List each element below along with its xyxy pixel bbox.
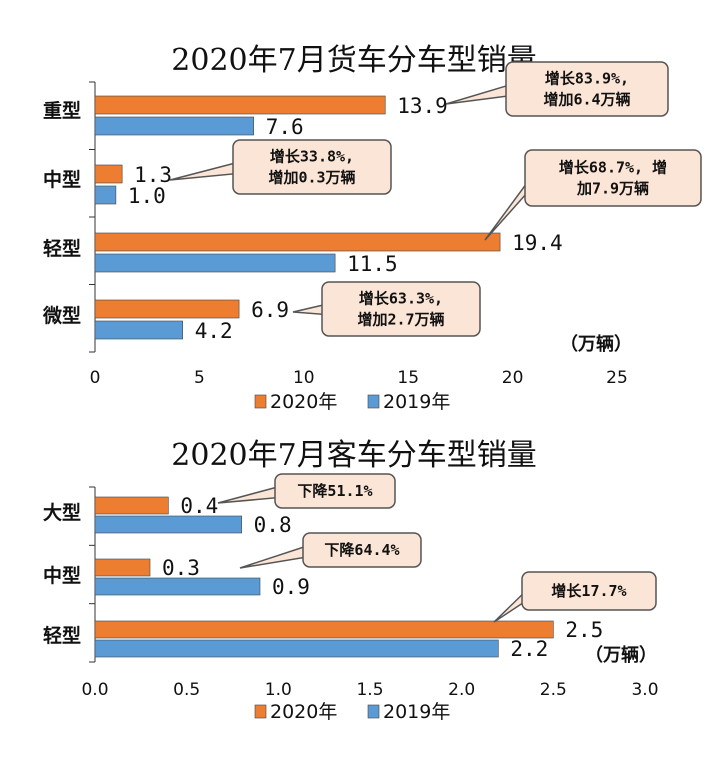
callout: 增长17.7% (493, 571, 657, 623)
x-tick-label: 0 (90, 368, 101, 388)
data-label: 0.9 (272, 575, 310, 599)
category-label: 重型 (43, 99, 81, 122)
callout-pointer (169, 160, 244, 181)
x-tick-label: 25 (606, 368, 628, 388)
bar-2020-2 (94, 620, 554, 639)
callout-text: 加7.9万辆 (576, 180, 649, 198)
callout: 下降51.1% (217, 473, 396, 509)
callout-text: 下降51.1% (297, 482, 372, 500)
x-tick-label: 0.0 (81, 680, 108, 700)
data-label: 0.8 (254, 513, 292, 537)
callout-joint (304, 545, 316, 555)
callout-box (321, 281, 481, 337)
callout-box (505, 61, 669, 117)
legend-swatch-2019 (367, 394, 380, 409)
callout-text: 增加0.3万辆 (268, 169, 355, 187)
unit-label: （万辆） (560, 333, 632, 355)
callout-joint (234, 162, 246, 172)
bar-2020-0 (94, 496, 169, 515)
callout-box (232, 139, 392, 195)
bar-2020-1 (94, 558, 151, 577)
data-label: 13.9 (397, 94, 448, 118)
x-tick-label: 1.5 (356, 680, 383, 700)
callout-box (524, 149, 702, 207)
bar-2019-1 (94, 577, 261, 596)
x-tick-label: 0.5 (173, 680, 200, 700)
x-tick-label: 5 (194, 368, 205, 388)
legend-swatch-2019 (367, 704, 380, 719)
legend: 2020年 2019年 (254, 391, 450, 413)
callout-joint (323, 304, 335, 314)
callout: 增长83.9%, 增加6.4万辆 (445, 61, 669, 117)
legend-label: 2020年 (270, 701, 337, 723)
data-label: 0.3 (162, 556, 200, 580)
chart-title: 2020年7月货车分车型销量 (171, 43, 536, 78)
bar-2019-1 (94, 185, 117, 205)
data-label: 2.5 (565, 618, 603, 642)
data-label: 1.3 (134, 163, 172, 187)
category-label: 中型 (43, 168, 81, 191)
bar-2020-2 (94, 232, 501, 252)
bar-2019-2 (94, 253, 336, 273)
data-label: 1.0 (128, 184, 166, 208)
data-label: 0.4 (180, 494, 218, 518)
x-tick-label: 20 (502, 368, 524, 388)
unit-label: （万辆） (585, 644, 657, 666)
legend-label: 2019年 (383, 391, 450, 413)
category-label: 大型 (43, 501, 81, 524)
callout-joint (523, 586, 535, 596)
callout-text: 增加2.7万辆 (357, 311, 444, 329)
callout: 增长33.8%, 增加0.3万辆 (169, 139, 392, 195)
bar-2020-0 (94, 95, 386, 115)
callout: 增长68.7%, 增加7.9万辆 (484, 149, 702, 241)
x-tick-label: 2.0 (448, 680, 475, 700)
callout-text: 增长33.8%, (270, 148, 354, 166)
bar-2019-0 (94, 515, 242, 534)
bar-2020-3 (94, 299, 240, 319)
category-label: 轻型 (43, 624, 81, 647)
category-label: 轻型 (43, 237, 81, 260)
chart-title: 2020年7月客车分车型销量 (171, 438, 536, 473)
callout-text: 增加6.4万辆 (543, 91, 630, 109)
bar-2020-1 (94, 164, 123, 184)
chart-1: 2020年7月货车分车型销量 13.9 1.3 19.4 6.9 7.6 1.0 11.5 4.… (42, 43, 702, 413)
callout-pointer (239, 542, 314, 569)
callout-joint (276, 486, 288, 496)
legend-label: 2019年 (383, 701, 450, 723)
x-tick-label: 1.0 (265, 680, 292, 700)
category-label: 中型 (43, 564, 81, 587)
bar-2019-2 (94, 639, 499, 658)
callout-text: 增长63.3%, (359, 290, 443, 308)
callout-box (302, 532, 422, 568)
data-label: 11.5 (347, 252, 398, 276)
callout-text: 增长83.9%, (545, 70, 629, 88)
x-tick-label: 10 (293, 368, 315, 388)
bar-2019-0 (94, 116, 254, 136)
callout-joint (507, 84, 519, 94)
legend-swatch-2020 (254, 704, 267, 719)
data-label: 7.6 (266, 115, 304, 139)
callout: 下降64.4% (239, 532, 422, 569)
x-tick-label: 3.0 (631, 680, 658, 700)
legend-swatch-2020 (254, 394, 267, 409)
callout-text: 下降64.4% (324, 541, 399, 559)
data-label: 19.4 (512, 231, 563, 255)
data-label: 6.9 (251, 298, 289, 322)
data-label: 2.2 (510, 637, 548, 661)
category-label: 微型 (42, 304, 81, 327)
legend: 2020年 2019年 (254, 701, 450, 723)
callout: 增长63.3%, 增加2.7万辆 (292, 281, 481, 337)
bar-2019-3 (94, 320, 183, 340)
x-tick-label: 15 (397, 368, 419, 388)
callout-text: 增长68.7%, 增 (559, 159, 667, 177)
callout-box (274, 473, 396, 509)
callout-joint (526, 173, 538, 183)
legend-label: 2020年 (270, 391, 337, 413)
data-label: 4.2 (195, 319, 233, 343)
callout-box (521, 571, 657, 611)
callout-text: 增长17.7% (551, 582, 626, 600)
x-tick-label: 2.5 (540, 680, 567, 700)
